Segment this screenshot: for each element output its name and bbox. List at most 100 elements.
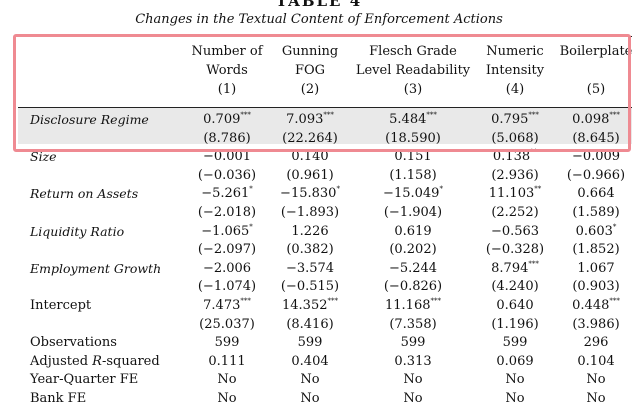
significance-stars: *** xyxy=(528,111,539,119)
column-header-4: Numeric Intensity (4) xyxy=(485,44,545,97)
row-label: Employment Growth xyxy=(30,261,162,276)
significance-stars: *** xyxy=(609,297,620,305)
significance-stars: * xyxy=(249,185,253,193)
t-statistic-cell: (22.264) xyxy=(282,131,338,146)
t-statistic-cell: (0.382) xyxy=(286,242,334,257)
significance-stars: * xyxy=(439,185,443,193)
footer-cell: No xyxy=(217,372,237,387)
column-header-5: Boilerplate (5) xyxy=(559,44,633,97)
t-statistic-cell: (−0.515) xyxy=(280,279,340,294)
footer-row: Observations 599 599 599 599 296 xyxy=(0,333,638,352)
coefficient-cell: −15.830* xyxy=(280,185,340,202)
footer-cell: 296 xyxy=(583,335,609,350)
t-statistic-cell: (3.986) xyxy=(572,317,620,332)
coefficient-cell: −0.001 xyxy=(202,149,252,164)
footer-cell: No xyxy=(300,372,320,387)
coefficient-cell: 14.352*** xyxy=(282,297,338,314)
table-row: Size −0.001 0.140 0.151 0.138** −0.009 xyxy=(0,147,638,166)
coefficient-cell: −2.006 xyxy=(202,261,252,276)
significance-stars: *** xyxy=(430,297,442,305)
header-rule xyxy=(18,107,632,108)
footer-label: Bank FE xyxy=(30,391,87,406)
coefficient-cell: 0.664 xyxy=(577,186,615,201)
coefficient-cell: 0.138** xyxy=(492,148,538,165)
footer-cell: 599 xyxy=(214,335,240,350)
table-row: Disclosure Regime 0.709*** 7.093*** 5.484**… xyxy=(0,110,638,129)
t-statistic-cell: (1.852) xyxy=(572,242,620,257)
footer-cell: No xyxy=(300,391,320,406)
significance-stars: *** xyxy=(240,111,251,119)
t-statistic-cell: (8.645) xyxy=(572,131,620,146)
coefficient-cell: −15.049* xyxy=(383,185,443,202)
coefficient-cell: −0.009 xyxy=(571,149,621,164)
coefficient-cell: 0.640 xyxy=(496,298,534,313)
coefficient-cell: 0.140 xyxy=(291,149,329,164)
t-statistic-cell: (−2.097) xyxy=(197,242,257,257)
coefficient-cell: 8.794*** xyxy=(491,260,539,277)
significance-stars: *** xyxy=(240,297,251,305)
table-row-tstat: (−0.036) (0.961) (1.158) (2.936) (−0.966) xyxy=(0,166,638,185)
footer-cell: 0.104 xyxy=(577,354,615,369)
footer-label: Observations xyxy=(30,335,117,350)
footer-cell: No xyxy=(505,391,525,406)
significance-stars: *** xyxy=(609,111,620,119)
coefficient-cell: 0.098*** xyxy=(572,111,620,128)
row-label: Liquidity Ratio xyxy=(30,224,125,239)
t-statistic-cell: (−0.036) xyxy=(197,168,257,183)
table-row-tstat: (8.786) (22.264) (18.590) (5.068) (8.645) xyxy=(0,129,638,148)
footer-cell: 599 xyxy=(502,335,528,350)
footer-cell: 0.404 xyxy=(291,354,329,369)
column-header-2: Gunning FOG (2) xyxy=(281,44,339,97)
coefficient-cell: 5.484*** xyxy=(389,111,437,128)
row-label: Disclosure Regime xyxy=(30,112,149,127)
footer-cell: No xyxy=(217,391,237,406)
coefficient-cell: −1.065* xyxy=(201,223,253,240)
t-statistic-cell: (−1.893) xyxy=(280,205,340,220)
coefficient-cell: 0.151 xyxy=(394,149,432,164)
t-statistic-cell: (5.068) xyxy=(491,131,539,146)
t-statistic-cell: (8.786) xyxy=(203,131,251,146)
table-row: Employment Growth −2.006 −3.574 −5.244 8.794… xyxy=(0,259,638,278)
footer-cell: No xyxy=(586,391,606,406)
table-row: Liquidity Ratio −1.065* 1.226 0.619 −0.563 0.… xyxy=(0,222,638,241)
significance-stars: *** xyxy=(426,111,437,119)
t-statistic-cell: (8.416) xyxy=(286,317,334,332)
t-statistic-cell: (−0.966) xyxy=(566,168,626,183)
t-statistic-cell: (25.037) xyxy=(199,317,255,332)
t-statistic-cell: (7.358) xyxy=(389,317,437,332)
footer-row: Adjusted R-squared 0.111 0.404 0.313 0.069 0.… xyxy=(0,352,638,371)
significance-stars: *** xyxy=(528,260,539,268)
coefficient-cell: 7.473*** xyxy=(203,297,251,314)
t-statistic-cell: (4.240) xyxy=(491,279,539,294)
coefficient-cell: −5.244 xyxy=(388,261,438,276)
significance-stars: * xyxy=(336,185,340,193)
highlighted-row-shade xyxy=(18,108,632,144)
footer-cell: 0.313 xyxy=(394,354,432,369)
t-statistic-cell: (0.202) xyxy=(389,242,437,257)
footer-row: Bank FE No No No No No xyxy=(0,389,638,408)
footer-label: Year-Quarter FE xyxy=(30,372,139,387)
coefficient-cell: 0.448*** xyxy=(572,297,620,314)
significance-stars: ** xyxy=(534,185,542,193)
coefficient-cell: 1.226 xyxy=(291,224,329,239)
footer-cell: No xyxy=(403,372,423,387)
table-caption: Changes in the Textual Content of Enforc… xyxy=(135,12,503,27)
coefficient-cell: 1.067 xyxy=(577,261,615,276)
t-statistic-cell: (−0.328) xyxy=(485,242,545,257)
footer-cell: 599 xyxy=(400,335,426,350)
footer-label: Adjusted R-squared xyxy=(30,354,160,369)
significance-stars: * xyxy=(249,223,253,231)
highlight-box xyxy=(13,34,631,152)
table-row-tstat: (25.037) (8.416) (7.358) (1.196) (3.986) xyxy=(0,315,638,334)
column-header-3: Flesch Grade Level Readability (3) xyxy=(355,44,471,97)
table-row-tstat: (−2.097) (0.382) (0.202) (−0.328) (1.852) xyxy=(0,240,638,259)
coefficient-cell: −5.261* xyxy=(201,185,253,202)
coefficient-cell: −3.574 xyxy=(285,261,335,276)
t-statistic-cell: (1.158) xyxy=(389,168,437,183)
table-row-tstat: (−2.018) (−1.893) (−1.904) (2.252) (1.589) xyxy=(0,203,638,222)
significance-stars: * xyxy=(612,223,617,231)
coefficient-cell: 0.709*** xyxy=(203,111,251,128)
coefficient-cell: 0.603* xyxy=(575,223,617,240)
row-label: Return on Assets xyxy=(30,186,139,201)
